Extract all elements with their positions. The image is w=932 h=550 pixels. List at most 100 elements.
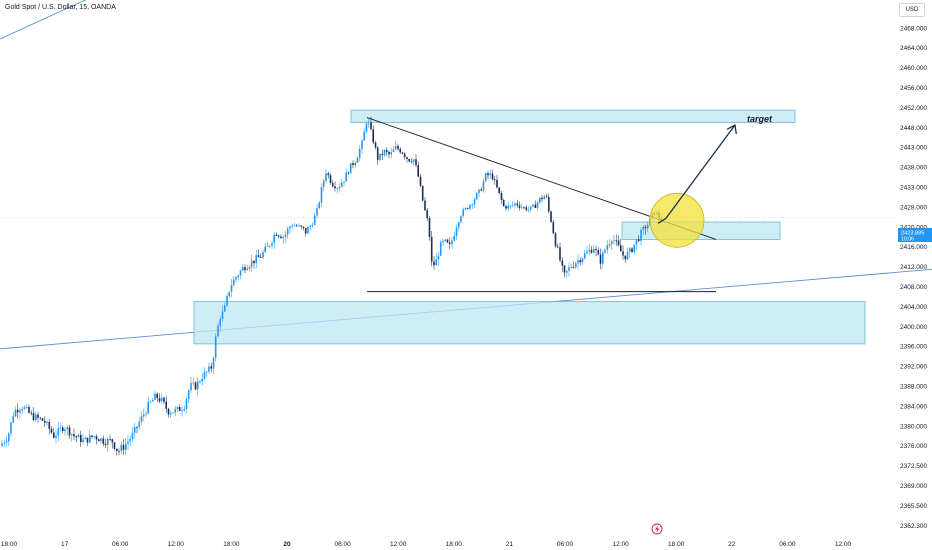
time-tick-label: 17 [61, 541, 69, 548]
candle-body [5, 441, 8, 443]
candle-body [523, 207, 525, 209]
candle-body [169, 413, 172, 415]
time-tick-label: 20 [283, 541, 291, 548]
candle-body [203, 371, 206, 379]
candle-body [298, 225, 300, 227]
candle-body [347, 172, 350, 174]
candle-body [32, 413, 35, 420]
candle-body [127, 441, 129, 444]
candle-body [66, 427, 69, 430]
candle-body [421, 185, 424, 201]
candle-body [617, 240, 620, 246]
candle-body [374, 142, 377, 148]
time-tick-label: 18:00 [223, 541, 240, 548]
candle-body [399, 148, 401, 153]
candle-body [532, 204, 534, 207]
price-tick-label: 2448.000 [900, 125, 927, 132]
candle-body [568, 267, 570, 271]
candle-body [289, 226, 291, 229]
candle-body [212, 358, 215, 369]
candle-body [158, 398, 161, 402]
price-tick-label: 2438.000 [900, 165, 927, 172]
candle-body [199, 381, 201, 383]
candle-body [219, 319, 221, 326]
candle-body [588, 249, 591, 252]
candle-body [316, 208, 318, 216]
arrow-head [726, 124, 737, 135]
price-tick-label: 2369.000 [900, 483, 927, 490]
candle-body [41, 418, 44, 421]
candle-body [223, 305, 226, 312]
candle-body [44, 420, 46, 423]
price-tick-label: 2392.000 [900, 364, 927, 371]
candle-body [64, 429, 66, 432]
currency-button[interactable]: USD [899, 3, 925, 17]
candle-body [507, 205, 509, 209]
candle-body [142, 414, 145, 417]
candle-body [358, 149, 361, 158]
candle-body [30, 412, 32, 414]
price-tick-label: 2404.000 [900, 304, 927, 311]
candle-body [302, 226, 305, 228]
candle-body [46, 421, 48, 423]
candle-body [336, 188, 338, 190]
candle-body [514, 203, 516, 206]
price-zone [350, 109, 796, 123]
candle-body [187, 390, 190, 399]
candle-body [300, 225, 302, 227]
candle-body [167, 408, 170, 415]
candle-body [516, 203, 519, 206]
candle-body [325, 173, 327, 181]
candle-body [25, 407, 28, 408]
candle-body [379, 153, 381, 160]
time-tick-label: 18:00 [1, 541, 18, 548]
candle-body [566, 270, 568, 273]
candle-body [590, 249, 593, 253]
candle-body [196, 381, 199, 390]
candle-body [575, 263, 577, 267]
candle-body [482, 181, 485, 191]
candle-body [455, 227, 458, 236]
candle-body [622, 251, 624, 256]
candle-body [277, 235, 280, 237]
candle-body [613, 240, 615, 242]
candle-body [181, 410, 183, 412]
candle-body [329, 175, 332, 183]
candle-body [280, 236, 282, 239]
candle-body [257, 255, 260, 258]
lightning-icon[interactable] [651, 523, 663, 535]
price-tick-label: 2428.000 [900, 204, 927, 211]
candle-body [91, 435, 93, 437]
candle-body [412, 159, 415, 162]
time-tick-label: 12:00 [390, 541, 407, 548]
candle-body [642, 226, 645, 230]
candle-body [201, 378, 203, 382]
candle-body [284, 234, 287, 238]
candle-body [453, 236, 455, 241]
candle-body [433, 261, 435, 266]
candle-body [439, 242, 442, 256]
candle-body [599, 254, 602, 264]
candle-body [107, 439, 109, 445]
candle-body [579, 260, 582, 263]
candle-body [539, 197, 541, 203]
candle-body [172, 412, 174, 414]
candle-body [491, 173, 494, 180]
price-tick-label: 2416.000 [900, 244, 927, 251]
candle-body [557, 246, 559, 248]
candle-body [217, 325, 219, 337]
candle-body [464, 208, 467, 210]
candle-body [595, 249, 597, 250]
candle-body [253, 260, 255, 264]
candle-body [241, 267, 244, 271]
price-axis[interactable]: 2468.000 2464.000 2460.000 2456.000 2452.000… [900, 25, 927, 530]
price-tick-label: 2468.000 [900, 25, 927, 32]
time-axis[interactable]: 18:00 17 06:00 12:00 18:00 20 06:00 12:00 18:00 2… [1, 541, 852, 548]
candle-body [154, 393, 156, 400]
candle-body [48, 421, 51, 429]
candle-body [554, 233, 557, 247]
symbol-title[interactable]: Gold Spot / U.S. Dollar, 15, OANDA [5, 4, 116, 11]
candle-body [401, 152, 404, 154]
candle-body [244, 267, 246, 271]
